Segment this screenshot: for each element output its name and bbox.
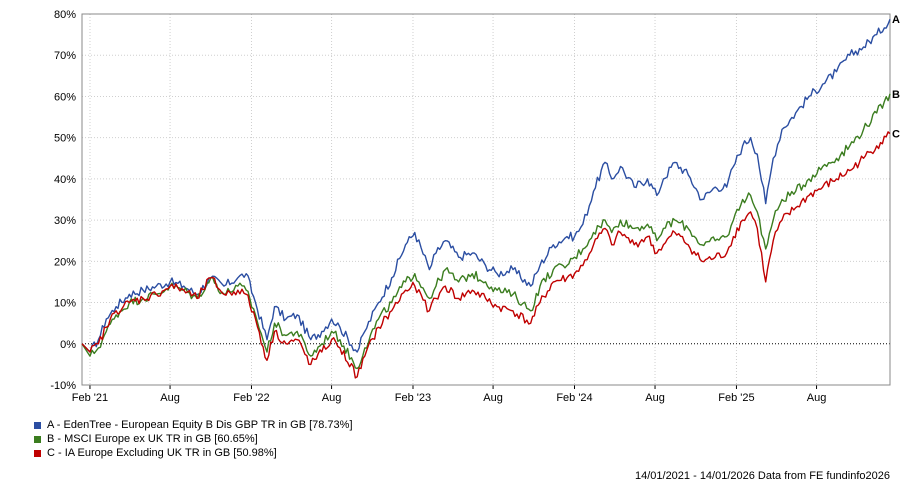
legend-item-a: A - EdenTree - European Equity B Dis GBP…	[34, 418, 353, 432]
axes: -10% 0% 10% 20% 30% 40% 50% 60% 70% 80% Feb '21 Aug…	[50, 9, 891, 404]
series-lines	[81, 18, 891, 379]
performance-line-chart: -10% 0% 10% 20% 30% 40% 50% 60% 70% 80% Feb '21 Aug…	[50, 9, 900, 404]
plot-frame	[81, 13, 891, 386]
legend: A - EdenTree - European Equity B Dis GBP…	[34, 418, 353, 460]
legend-swatch-b	[34, 435, 41, 443]
y-tick-label: 20%	[54, 256, 76, 268]
series-end-label-a: A	[892, 14, 900, 26]
series-line-a	[81, 18, 891, 353]
legend-label-b: B - MSCI Europe ex UK TR in GB [60.65%]	[47, 433, 258, 445]
y-tick-label: 50%	[54, 133, 76, 145]
y-tick-label: 10%	[54, 298, 76, 310]
x-tick-label: Aug	[645, 392, 665, 404]
legend-label-a: A - EdenTree - European Equity B Dis GBP…	[47, 419, 353, 431]
legend-label-c: C - IA Europe Excluding UK TR in GB [50.…	[47, 447, 277, 459]
x-tick-label: Aug	[322, 392, 342, 404]
y-tick-label: 0%	[60, 339, 76, 351]
legend-item-c: C - IA Europe Excluding UK TR in GB [50.…	[34, 446, 353, 460]
x-tick-label: Feb '25	[718, 392, 754, 404]
legend-swatch-c	[34, 449, 41, 457]
series-line-b	[81, 93, 891, 370]
y-tick-label: 80%	[54, 9, 76, 21]
y-tick-label: -10%	[50, 380, 76, 392]
x-tick-label: Aug	[483, 392, 503, 404]
legend-item-b: B - MSCI Europe ex UK TR in GB [60.65%]	[34, 432, 353, 446]
y-tick-label: 70%	[54, 50, 76, 62]
x-tick-label: Aug	[807, 392, 827, 404]
series-end-label-c: C	[892, 129, 900, 141]
series-line-c	[81, 131, 891, 379]
legend-swatch-a	[34, 421, 41, 429]
date-range-footer: 14/01/2021 - 14/01/2026 Data from FE fun…	[634, 470, 890, 482]
y-tick-label: 40%	[54, 174, 76, 186]
x-tick-label: Feb '24	[556, 392, 592, 404]
x-tick-label: Aug	[160, 392, 180, 404]
x-tick-label: Feb '23	[395, 392, 431, 404]
x-tick-label: Feb '22	[233, 392, 269, 404]
y-tick-label: 30%	[54, 215, 76, 227]
grid-lines	[82, 13, 890, 386]
x-tick-label: Feb '21	[72, 392, 108, 404]
series-end-labels: A B C	[892, 14, 900, 140]
series-end-label-b: B	[892, 89, 900, 101]
y-tick-label: 60%	[54, 91, 76, 103]
